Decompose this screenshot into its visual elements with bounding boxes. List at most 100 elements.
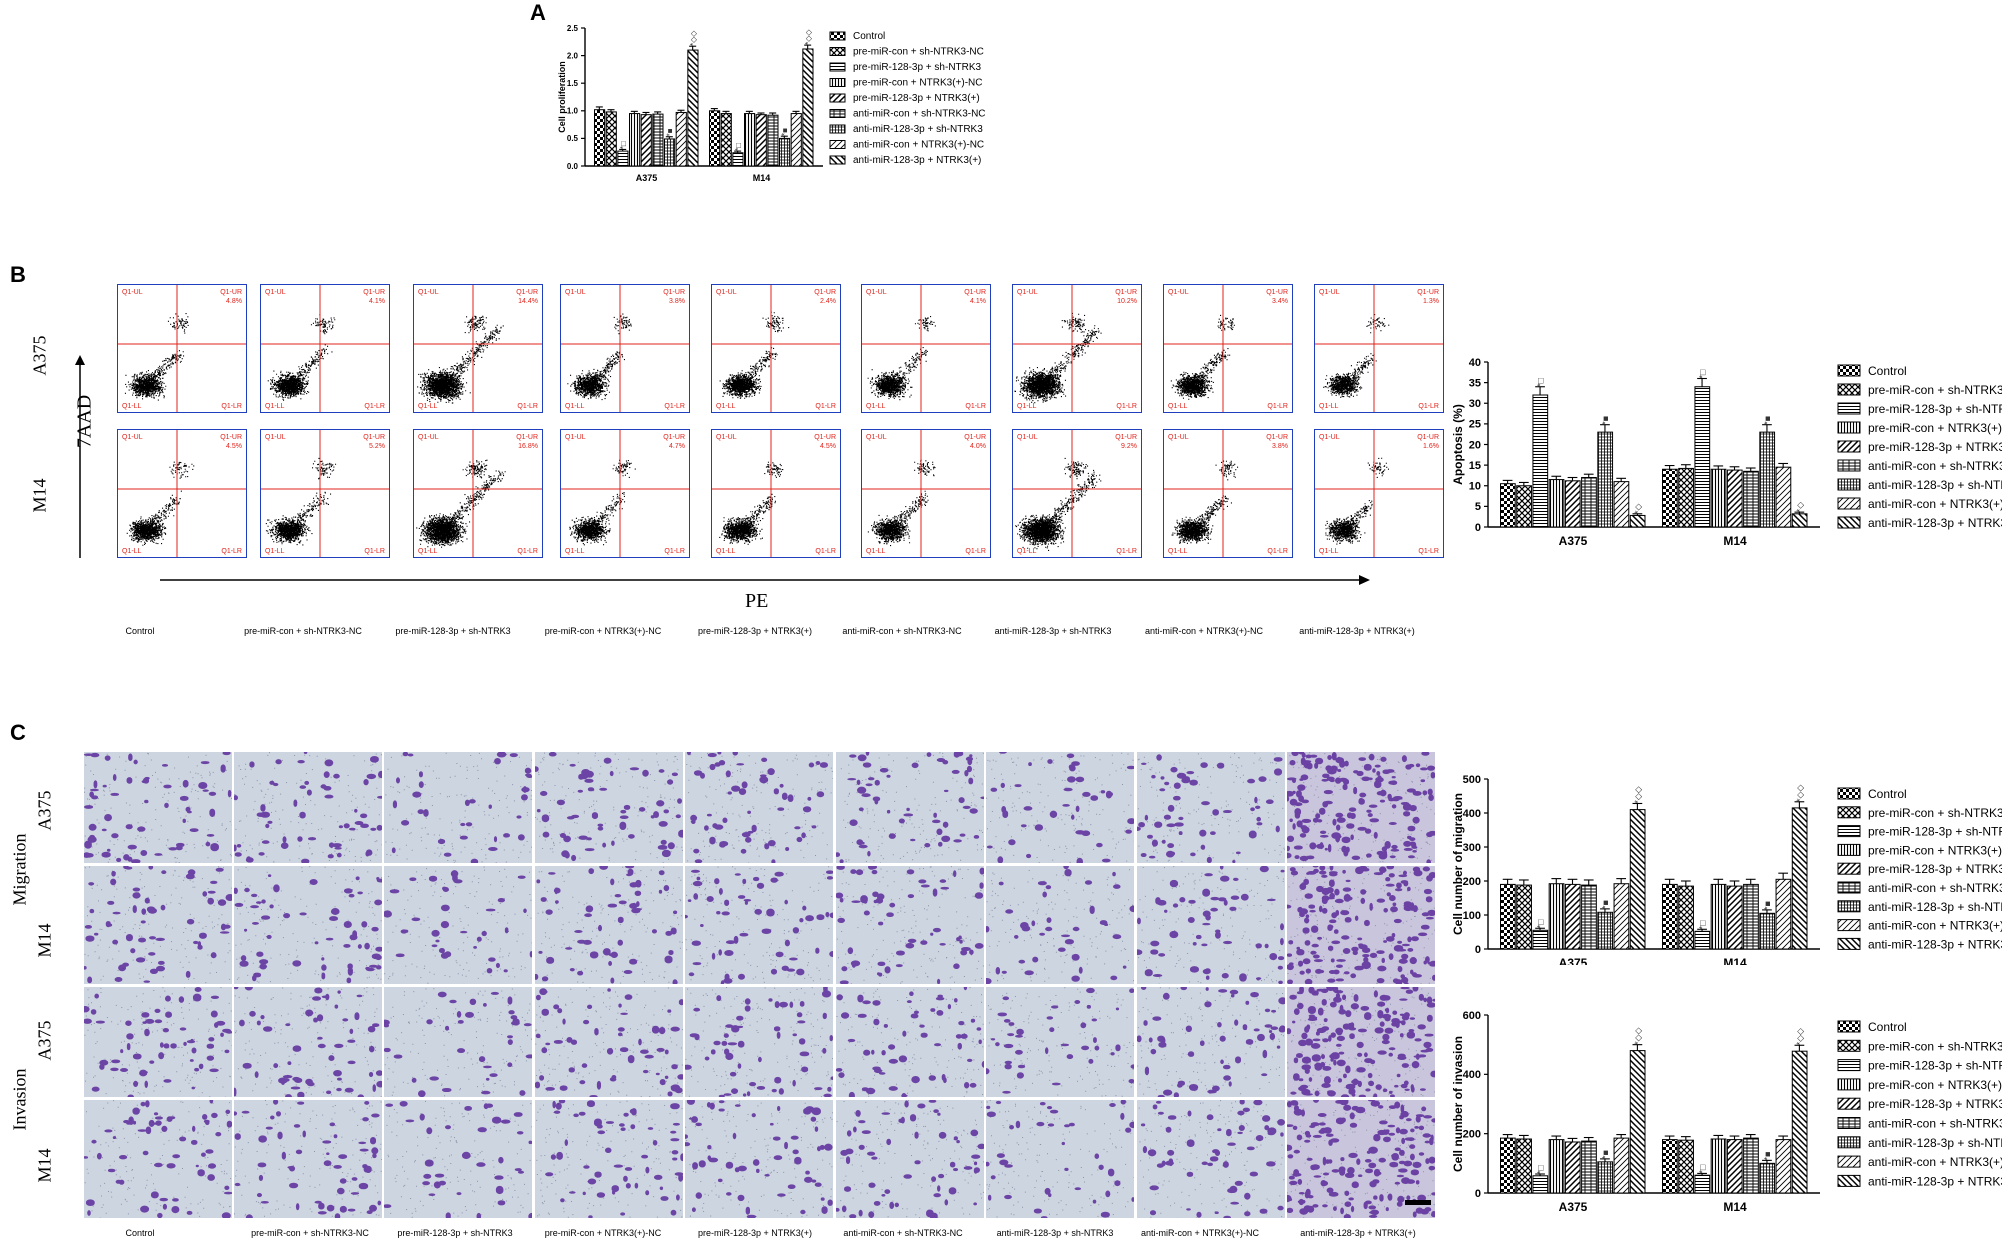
quadrant-tag-lr: Q1-LR	[364, 548, 385, 555]
quadrant-tag-lr: Q1-LR	[1418, 548, 1439, 555]
bar	[1759, 431, 1776, 528]
significance-marker: *■	[781, 128, 790, 136]
stained-cells	[384, 1100, 532, 1218]
legend-label: anti-miR-con + sh-NTRK3-NC	[1868, 881, 2002, 895]
y-tick-label: 200	[1463, 1129, 1481, 1141]
quadrant-tag-ll: Q1-LL	[1319, 548, 1339, 555]
legend-label: Control	[1868, 787, 1907, 801]
quadrant-tag-lr: Q1-LR	[517, 403, 538, 410]
flow-plot: Q1-UL Q1-UR Q1-LL Q1-LR 4.0%	[861, 429, 991, 558]
significance-marker: *■	[1601, 416, 1611, 425]
quadrant-tag-ul: Q1-UL	[866, 434, 887, 441]
bar	[629, 113, 641, 167]
legend-swatch	[1837, 1155, 1861, 1168]
bar	[1743, 470, 1759, 528]
legend-label: anti-miR-128-3p + sh-NTRK3	[853, 124, 983, 135]
flow-condition-label: anti-miR-128-3p + sh-NTRK3	[994, 626, 1112, 636]
legend-swatch	[829, 155, 846, 165]
bar	[1597, 1161, 1614, 1194]
flow-events	[1015, 457, 1102, 551]
quadrant-tag-ul: Q1-UL	[866, 289, 887, 296]
legend-label: anti-miR-con + NTRK3(+)-NC	[1868, 497, 2002, 511]
y-tick-label: 5	[1475, 501, 1481, 513]
legend-label: pre-miR-128-3p + NTRK3(+)	[1868, 1097, 2002, 1111]
legend-swatch	[829, 47, 846, 56]
legend-label: pre-miR-128-3p + sh-NTRK3	[1868, 825, 2002, 839]
bar	[1726, 469, 1743, 528]
quadrant-tag-ur: Q1-UR	[814, 434, 836, 441]
legend-swatch	[1837, 440, 1861, 453]
membrane-background	[234, 987, 382, 1097]
flow-events	[417, 315, 504, 404]
transwell-row-label-invasion-a375: A375	[34, 1020, 55, 1061]
legend-swatch	[1837, 402, 1861, 415]
y-tick-label: 100	[1463, 910, 1481, 922]
transwell-image	[986, 752, 1134, 863]
transwell-group-label-migration: Migration	[9, 833, 30, 906]
quadrant-tag-lr: Q1-LR	[221, 403, 242, 410]
legend-swatch	[1837, 459, 1861, 472]
legend-label: anti-miR-con + sh-NTRK3-NC	[1868, 459, 2002, 473]
quadrant-tag-ul: Q1-UL	[1168, 434, 1189, 441]
category-label: M14	[1723, 1200, 1747, 1214]
bar	[732, 152, 744, 167]
legend-label: pre-miR-128-3p + NTRK3(+)	[853, 93, 980, 104]
transwell-image	[535, 987, 683, 1097]
transwell-image	[234, 752, 382, 863]
migration-chart: 0 100 200 300 400 500 Cell number of migration…	[1451, 774, 2002, 965]
legend-label: pre-miR-con + NTRK3(+)-NC	[1868, 421, 2002, 435]
quadrant-value-ur: 4.1%	[970, 298, 986, 305]
flow-condition-label: pre-miR-con + NTRK3(+)-NC	[544, 626, 662, 636]
bar	[1613, 883, 1630, 950]
bar	[664, 138, 676, 167]
bar	[755, 114, 767, 167]
significance-marker: *■	[1763, 1152, 1773, 1161]
quadrant-value-ur: 5.2%	[369, 443, 385, 450]
flow-row-label-m14: M14	[29, 478, 50, 513]
significance-marker: *◇◇	[1795, 785, 1805, 802]
y-tick-label: 1.5	[567, 79, 579, 88]
y-axis-label: Apoptosis (%)	[1451, 404, 1465, 485]
flow-events	[265, 457, 337, 546]
legend-swatch	[1837, 421, 1861, 434]
quadrant-value-ur: 16.8%	[518, 443, 538, 450]
quadrant-tag-ll: Q1-LL	[122, 403, 142, 410]
legend-label: anti-miR-128-3p + NTRK3(+)	[1868, 516, 2002, 530]
legend-swatch	[1837, 1174, 1861, 1187]
legend-label: pre-miR-128-3p + sh-NTRK3	[1868, 402, 2002, 416]
transwell-image	[1137, 987, 1285, 1097]
quadrant-tag-ul: Q1-UL	[122, 289, 143, 296]
quadrant-tag-ur: Q1-UR	[1417, 289, 1439, 296]
transwell-image	[84, 866, 232, 984]
bar	[675, 111, 687, 167]
invasion-chart: 0 200 400 600 Cell number of invasion A375 M14…	[1451, 1010, 2002, 1214]
flow-row-label-a375: A375	[29, 335, 50, 376]
flow-plot: Q1-UL Q1-UR Q1-LL Q1-LR 16.8%	[413, 429, 543, 558]
legend-swatch	[1837, 937, 1861, 950]
quadrant-tag-ur: Q1-UR	[1266, 434, 1288, 441]
significance-marker: *□	[619, 141, 628, 149]
bar	[1710, 468, 1727, 528]
bar	[1629, 1050, 1646, 1194]
significance-marker: *□	[1698, 1164, 1708, 1174]
flow-events	[719, 461, 784, 545]
bar	[1613, 1137, 1630, 1194]
quadrant-value-ur: 14.4%	[518, 298, 538, 305]
legend-label: pre-miR-con + NTRK3(+)-NC	[1868, 1078, 2002, 1092]
transwell-image	[1287, 752, 1435, 863]
quadrant-tag-ll: Q1-LL	[418, 403, 438, 410]
legend-label: pre-miR-128-3p + sh-NTRK3	[1868, 1059, 2002, 1073]
membrane-background	[234, 752, 382, 863]
transwell-image	[685, 1100, 833, 1218]
quadrant-value-ur: 9.2%	[1121, 443, 1137, 450]
stained-cells	[234, 1100, 382, 1218]
flow-plot: Q1-UL Q1-UR Q1-LL Q1-LR 4.1%	[861, 284, 991, 413]
quadrant-tag-lr: Q1-LR	[517, 548, 538, 555]
significance-marker: *◇	[1795, 502, 1805, 513]
bar	[1694, 1174, 1711, 1194]
quadrant-tag-ur: Q1-UR	[363, 289, 385, 296]
significance-marker: *■	[666, 128, 675, 136]
stained-cells	[1137, 754, 1283, 863]
y-tick-label: 400	[1463, 1069, 1481, 1081]
legend-label: anti-miR-con + sh-NTRK3-NC	[1868, 1117, 2002, 1131]
